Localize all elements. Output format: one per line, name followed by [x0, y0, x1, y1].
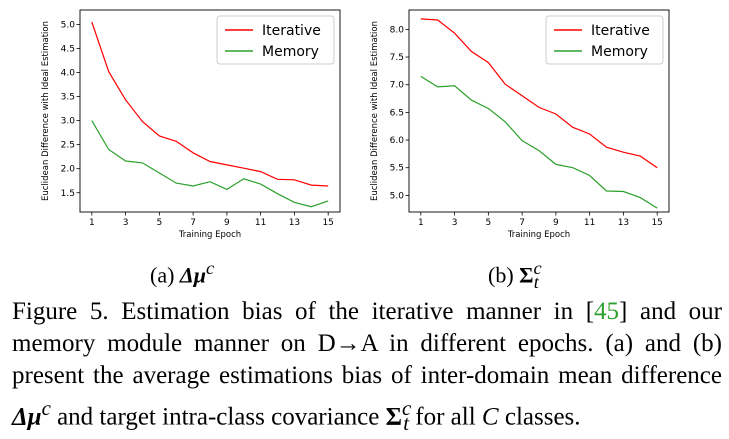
- caption-symbol-sigma-sub: t: [403, 411, 410, 436]
- legend-label-memory: Memory: [262, 44, 319, 60]
- y-tick-label: 5.0: [390, 191, 405, 201]
- series-line-iterative: [91, 21, 329, 187]
- x-tick-label: 15: [651, 218, 662, 228]
- legend-label-iterative: Iterative: [262, 23, 321, 39]
- x-tick-label: 7: [190, 218, 196, 228]
- y-axis-label: Euclidean Difference with Ideal Estimati…: [41, 21, 51, 201]
- caption-symbol-sigma: Σ: [385, 403, 402, 431]
- y-tick-label: 4.5: [61, 44, 75, 54]
- caption-symbol-sigma-sup: c: [401, 396, 412, 420]
- x-tick-label: 9: [224, 218, 230, 228]
- legend-box: [545, 15, 664, 65]
- y-tick-label: 1.5: [61, 189, 75, 199]
- y-tick-label: 6.5: [390, 108, 404, 118]
- figure-caption: Figure 5. Estimation bias of the iterati…: [12, 296, 722, 439]
- caption-text-2: ] and our memory module manner on D→A in…: [12, 298, 722, 389]
- series-line-memory: [420, 75, 658, 209]
- x-tick-label: 11: [584, 218, 595, 228]
- x-tick-label: 15: [322, 218, 333, 228]
- y-axis-label: Euclidean Difference with Ideal Estimati…: [370, 21, 380, 201]
- caption-text-4: for all: [409, 403, 482, 431]
- y-tick-label: 2.0: [61, 165, 76, 175]
- citation-link[interactable]: 45: [594, 298, 620, 325]
- caption-text-5: classes.: [498, 403, 581, 431]
- y-tick-label: 7.0: [390, 81, 405, 91]
- x-tick-label: 3: [452, 218, 458, 228]
- y-tick-label: 3.0: [61, 117, 76, 127]
- y-tick-label: 4.0: [61, 69, 76, 79]
- x-tick-label: 9: [553, 218, 559, 228]
- caption-symbol-delta-mu: Δμ: [12, 403, 42, 431]
- x-tick-label: 5: [485, 218, 491, 228]
- subcaption-a-symbol: Δμ: [179, 262, 206, 288]
- plot-frame: [408, 9, 670, 213]
- legend-box: [216, 15, 335, 65]
- caption-text-1: Figure 5. Estimation bias of the iterati…: [12, 298, 595, 325]
- x-tick-label: 1: [418, 218, 424, 228]
- x-tick-label: 3: [123, 218, 129, 228]
- y-tick-label: 6.0: [390, 136, 405, 146]
- subcaption-b-symbol: Σ: [519, 262, 534, 288]
- subcaption-a: (a) Δμc: [150, 258, 214, 288]
- x-tick-label: 1: [89, 218, 95, 228]
- chart-delta-mu: 1 3 5 7 9 11 13 151.52.02.53.03.54.04.55.0Train…: [41, 9, 341, 240]
- x-tick-label: 13: [289, 218, 300, 228]
- caption-text-3: and target intra-class covariance: [50, 403, 386, 431]
- series-line-iterative: [420, 18, 658, 169]
- x-tick-label: 11: [255, 218, 266, 228]
- y-tick-label: 8.0: [390, 25, 405, 35]
- caption-var-c: C: [481, 403, 499, 431]
- y-tick-label: 7.5: [390, 53, 404, 63]
- legend-label-memory: Memory: [591, 44, 648, 60]
- x-tick-label: 7: [519, 218, 525, 228]
- legend-label-iterative: Iterative: [591, 23, 650, 39]
- subcaption-b: (b) Σct: [488, 258, 542, 293]
- x-axis-label: Training Epoch: [178, 230, 241, 240]
- subcaption-a-sup: c: [205, 258, 215, 278]
- y-tick-label: 2.5: [61, 141, 75, 151]
- caption-symbol-delta-mu-sup: c: [41, 396, 51, 420]
- subcaption-b-sub: t: [533, 271, 539, 292]
- chart-sigma: 1 3 5 7 9 11 13 155.05.56.06.57.07.58.0Training…: [370, 9, 670, 240]
- plot-frame: [79, 9, 341, 213]
- subcaption-b-prefix: (b): [488, 262, 514, 288]
- y-tick-label: 3.5: [61, 93, 75, 103]
- subcaption-b-sup: c: [533, 258, 542, 278]
- y-tick-label: 5.5: [390, 164, 404, 174]
- x-tick-label: 13: [618, 218, 629, 228]
- x-axis-label: Training Epoch: [507, 230, 570, 240]
- series-line-memory: [91, 120, 329, 208]
- x-tick-label: 5: [156, 218, 162, 228]
- y-tick-label: 5.0: [61, 20, 76, 30]
- subcaption-a-prefix: (a): [150, 262, 175, 288]
